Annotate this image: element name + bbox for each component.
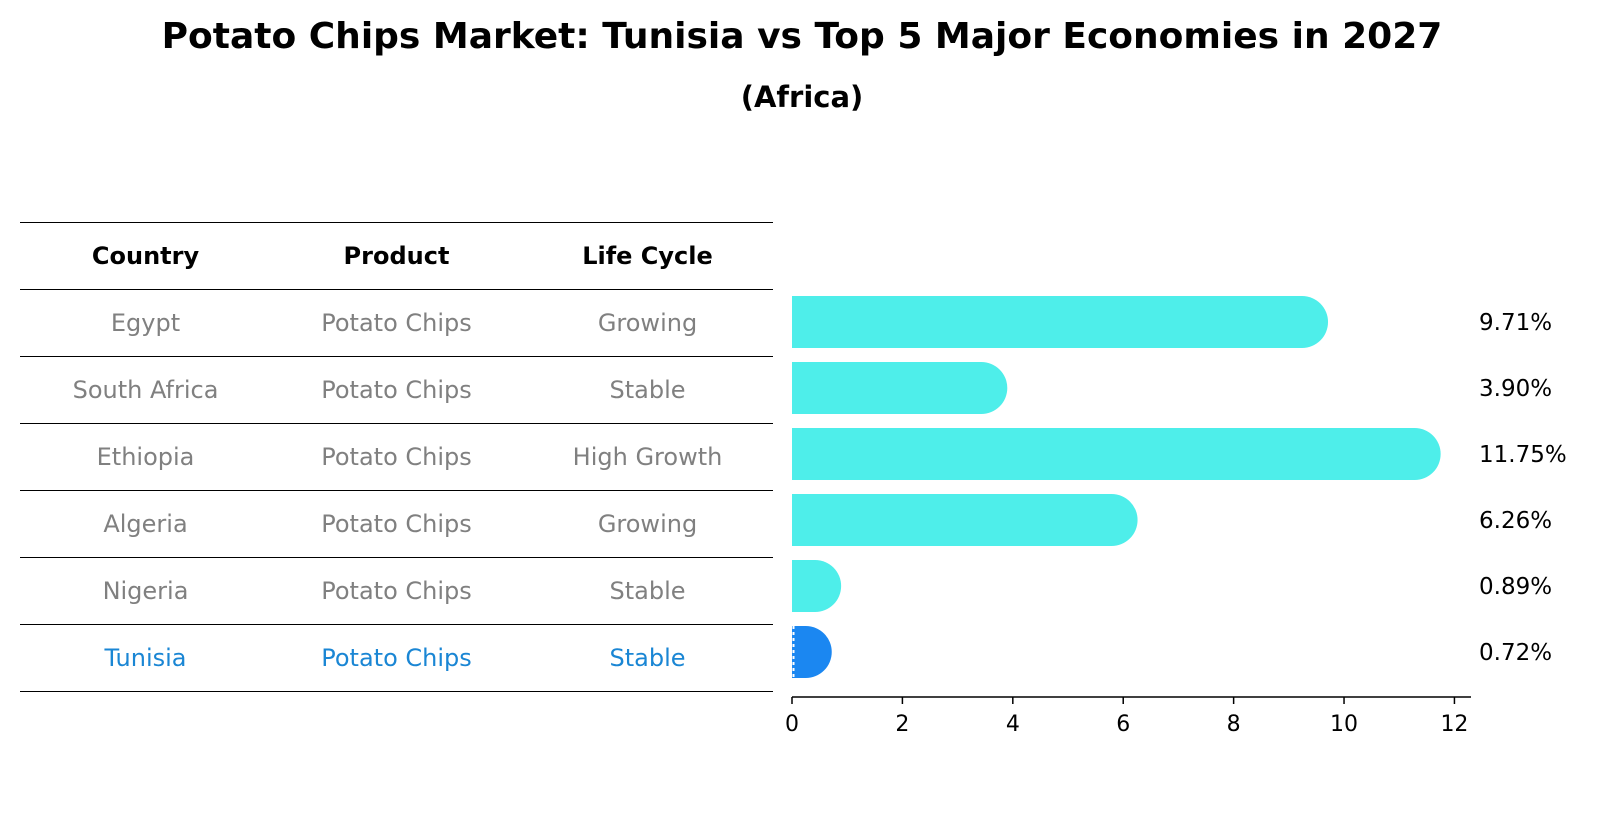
product-cell: Potato Chips [321,644,472,672]
header-product: Product [343,242,450,270]
bar [792,296,1329,348]
country-cell: South Africa [72,376,219,404]
bar [792,494,1138,546]
x-tick-label: 2 [895,712,909,737]
country-cell: Nigeria [102,577,189,605]
data-table: Country Product Life Cycle Egypt Potato … [20,222,773,692]
header-country: Country [91,242,200,270]
product-cell: Potato Chips [321,443,472,471]
life-cycle-cell: Growing [597,510,698,538]
value-label: 6.26% [1479,508,1552,534]
table-row: Nigeria Potato Chips Stable [20,558,773,625]
value-label: 0.72% [1479,640,1552,666]
country-cell: Egypt [110,309,181,337]
product-cell: Potato Chips [321,510,472,538]
life-cycle-cell: Stable [609,376,686,404]
header-life-cycle: Life Cycle [582,242,713,270]
x-tick-label: 8 [1227,712,1241,737]
value-label: 3.90% [1479,376,1552,402]
x-tick-label: 10 [1330,712,1358,737]
country-cell: Tunisia [104,644,187,672]
product-cell: Potato Chips [321,309,472,337]
table-row: Algeria Potato Chips Growing [20,491,773,558]
country-cell: Algeria [103,510,188,538]
life-cycle-cell: Stable [609,644,686,672]
life-cycle-cell: Stable [609,577,686,605]
value-label: 0.89% [1479,574,1552,600]
life-cycle-cell: High Growth [572,443,723,471]
bar [792,428,1441,480]
value-label: 9.71% [1479,310,1552,336]
table-row: South Africa Potato Chips Stable [20,357,773,424]
product-cell: Potato Chips [321,577,472,605]
table-row: Ethiopia Potato Chips High Growth [20,424,773,491]
table-row-highlight: Tunisia Potato Chips Stable [20,625,773,692]
x-tick-label: 6 [1116,712,1130,737]
life-cycle-cell: Growing [597,309,698,337]
bar [792,560,842,612]
x-tick-label: 4 [1006,712,1020,737]
value-label: 11.75% [1479,442,1567,468]
x-tick-label: 12 [1440,712,1468,737]
bar [792,626,832,678]
chart-title: Potato Chips Market: Tunisia vs Top 5 Ma… [161,16,1443,57]
product-cell: Potato Chips [321,376,472,404]
table-header-row: Country Product Life Cycle [20,222,773,290]
table-row: Egypt Potato Chips Growing [20,290,773,357]
chart-subtitle: (Africa) [740,80,864,114]
country-cell: Ethiopia [96,443,195,471]
bar [792,362,1008,414]
x-tick-label: 0 [785,712,799,737]
